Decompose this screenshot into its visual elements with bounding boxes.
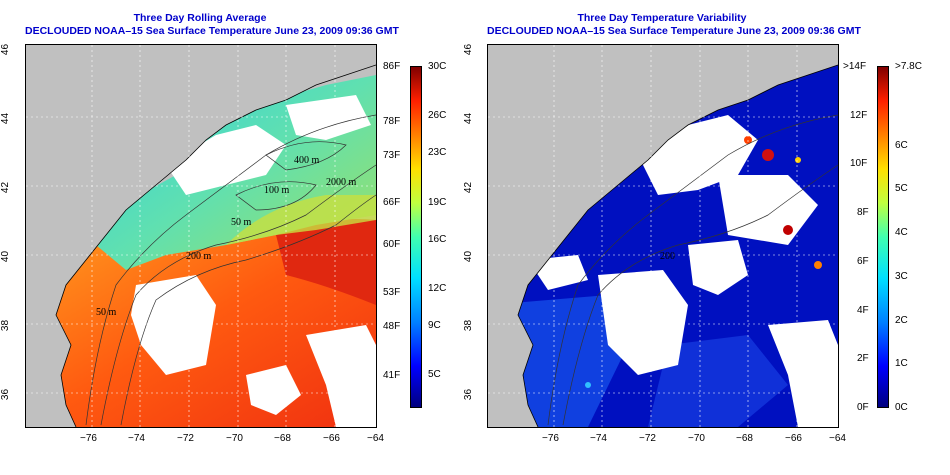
cloud-gap-4 (246, 365, 301, 415)
colorbar-c-label: 16C (428, 234, 447, 245)
colorbar-f-label: 8F (857, 207, 869, 218)
colorbar-c-label: 12C (428, 283, 447, 294)
contour-100m (235, 181, 317, 211)
colorbar-f-label: 53F (383, 287, 401, 298)
colorbar-c-label: 9C (428, 320, 441, 331)
cloud-gap-4 (768, 320, 838, 427)
contour-label: 200 m (186, 251, 212, 262)
left-title-line1: Three Day Rolling Average (133, 12, 267, 24)
cloud-gap-2 (166, 125, 286, 195)
colorbar-c-label: 5C (895, 183, 908, 194)
lon-tick-label: −64 (829, 433, 846, 444)
colorbar-f-label: 86F (383, 61, 401, 72)
lon-tick-label: −64 (367, 433, 384, 444)
colorbar-f-label: >14F (843, 61, 867, 72)
lat-tick-label: 42 (0, 181, 12, 194)
colorbar-f-label: 60F (383, 239, 401, 250)
colorbar-c-label: 30C (428, 61, 447, 72)
lon-tick-label: −74 (128, 433, 145, 444)
lat-tick-label: 42 (463, 181, 475, 194)
colorbar-f-label: 12F (850, 110, 868, 121)
colorbar-c-label: 23C (428, 147, 447, 158)
lon-tick-label: −68 (274, 433, 291, 444)
contour-2000m (120, 194, 376, 426)
contour-label: 400 m (294, 155, 320, 166)
colorbar-f-label: 41F (383, 370, 401, 381)
lon-tick-label: −66 (785, 433, 802, 444)
colorbar-f-label: 48F (383, 321, 401, 332)
cloud-gap-5 (286, 95, 371, 140)
colorbar-c-label: 2C (895, 315, 908, 326)
contour-50m (85, 114, 376, 426)
left-title-line2: DECLOUDED NOAA–15 Sea Surface Temperatur… (25, 25, 399, 37)
colorbar-f-label: 6F (857, 256, 869, 267)
lon-tick-label: −70 (226, 433, 243, 444)
lat-tick-label: 44 (0, 112, 12, 125)
contour-label: 50 m (231, 217, 252, 228)
contour-200m (100, 164, 376, 426)
right-title-line1: Three Day Temperature Variability (577, 12, 747, 24)
lat-tick-label: 38 (0, 319, 12, 332)
lon-tick-label: −72 (639, 433, 656, 444)
lon-tick-label: −68 (736, 433, 753, 444)
colorbar-c-label: >7.8C (895, 61, 922, 72)
contour-400m (265, 141, 347, 171)
lon-tick-label: −66 (323, 433, 340, 444)
right-title-line2: DECLOUDED NOAA–15 Sea Surface Temperatur… (487, 25, 861, 37)
contour-label: 50 m (96, 307, 117, 318)
colorbar-f-label: 10F (850, 158, 868, 169)
contour-label: 200 (660, 251, 675, 262)
lat-tick-label: 46 (463, 43, 475, 56)
cloud-gap-5 (688, 240, 748, 295)
coastline (517, 64, 838, 427)
lon-tick-label: −74 (590, 433, 607, 444)
colorbar-c-label: 4C (895, 227, 908, 238)
land (488, 45, 838, 427)
cloud-gap-3 (718, 175, 818, 245)
cloud-gap-1 (598, 270, 688, 375)
colorbar-c-label: 0C (895, 402, 908, 413)
lon-tick-label: −76 (542, 433, 559, 444)
lat-tick-label: 40 (463, 250, 475, 263)
lat-tick-label: 44 (463, 112, 475, 125)
colorbar-f-label: 0F (857, 402, 869, 413)
colorbar-c-label: 26C (428, 110, 447, 121)
lon-tick-label: −70 (688, 433, 705, 444)
colorbar-c-label: 1C (895, 358, 908, 369)
colorbar-f-label: 4F (857, 305, 869, 316)
colorbar-c-label: 5C (428, 369, 441, 380)
contour-label: 2000 m (326, 177, 357, 188)
contour-50m (547, 114, 838, 426)
colorbar-c-label: 3C (895, 271, 908, 282)
contour-200m (562, 164, 838, 426)
lon-tick-label: −76 (80, 433, 97, 444)
lat-tick-label: 40 (0, 250, 12, 263)
lon-tick-label: −72 (177, 433, 194, 444)
lat-tick-label: 36 (463, 388, 475, 401)
colorbar-f-label: 73F (383, 150, 401, 161)
left-colorbar (410, 66, 422, 408)
mid-blue-band (648, 335, 788, 427)
coastline (55, 64, 376, 427)
land (26, 45, 376, 427)
lat-tick-label: 38 (463, 319, 475, 332)
colorbar-f-label: 2F (857, 353, 869, 364)
high-variability-spots (585, 136, 822, 388)
lat-tick-label: 46 (0, 43, 12, 56)
colorbar-c-label: 19C (428, 197, 447, 208)
colorbar-f-label: 78F (383, 116, 401, 127)
lat-tick-label: 36 (0, 388, 12, 401)
cloud-gap-3 (306, 325, 376, 427)
left-sst-map: 400 m 100 m 2000 m 50 m 200 m 50 m (25, 44, 377, 428)
contour-label: 100 m (264, 185, 290, 196)
right-variability-map: 200 (487, 44, 839, 428)
colorbar-f-label: 66F (383, 197, 401, 208)
right-colorbar (877, 66, 889, 408)
colorbar-c-label: 6C (895, 140, 908, 151)
cloud-gap-1 (131, 275, 216, 375)
